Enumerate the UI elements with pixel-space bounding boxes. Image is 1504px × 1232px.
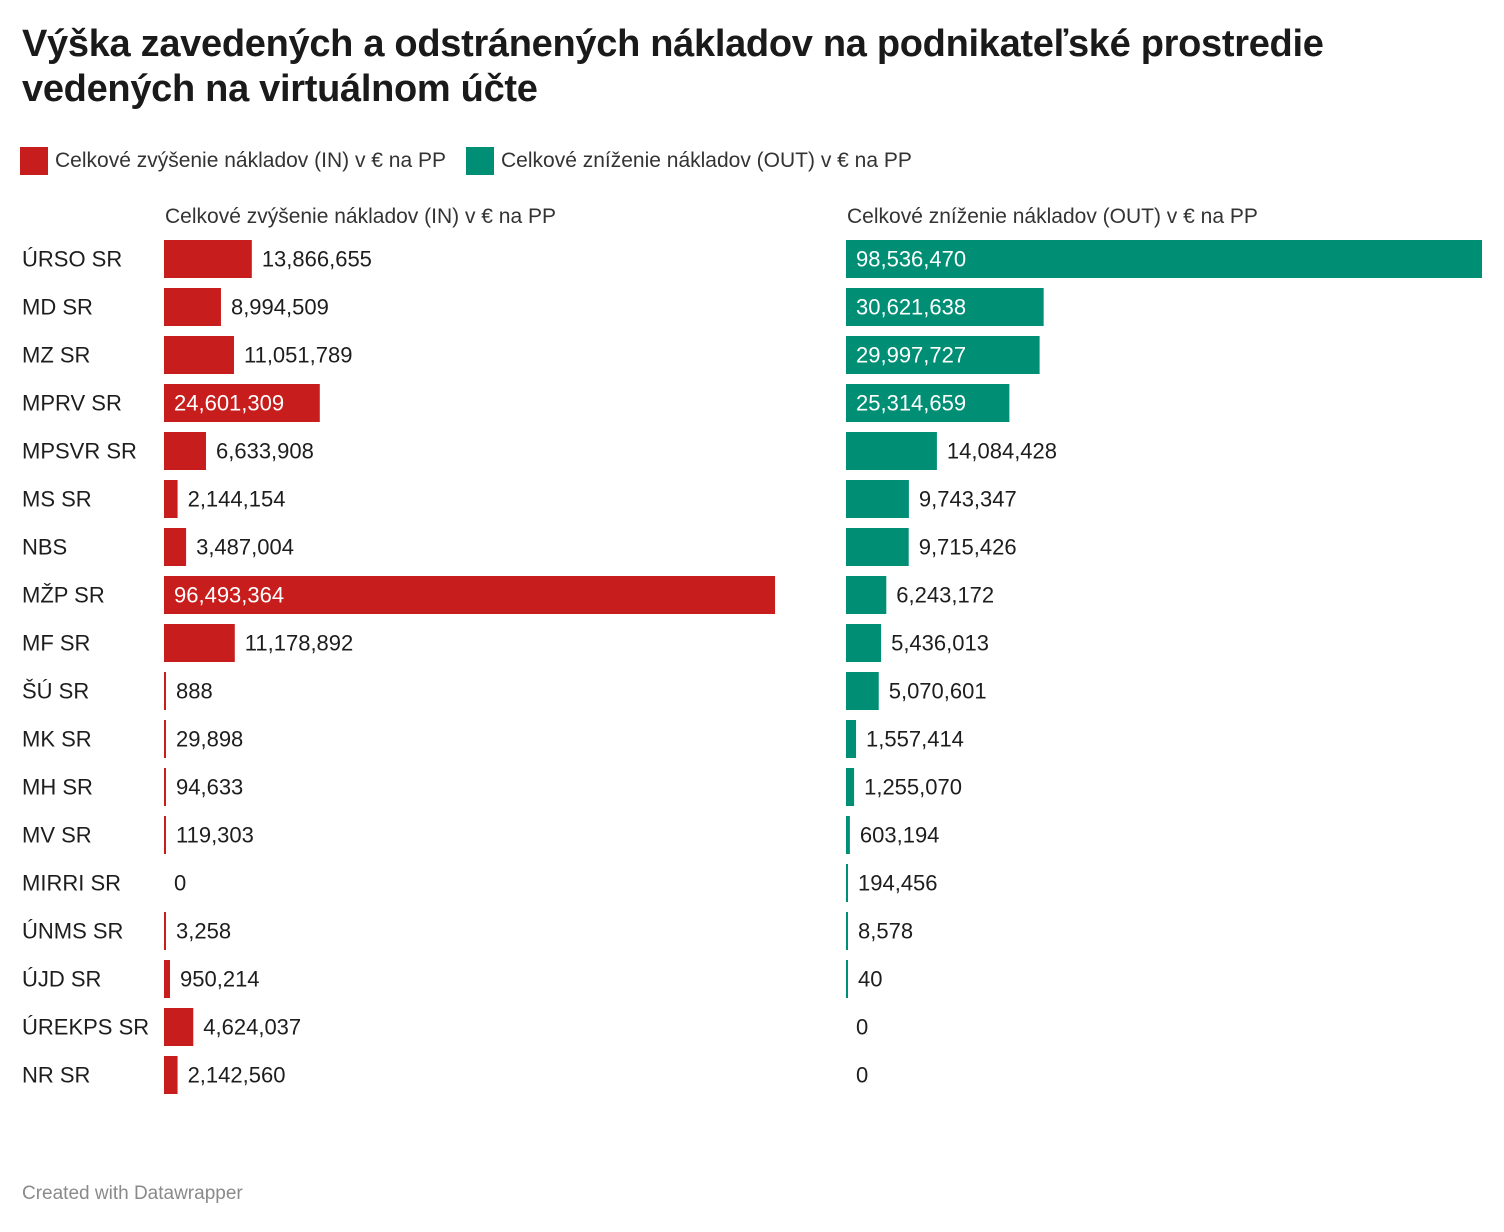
bar-out (846, 336, 1040, 374)
bar-out (846, 576, 887, 614)
data-label-out: 5,070,601 (889, 679, 987, 704)
bar-in (164, 960, 171, 998)
bar-out (846, 480, 909, 518)
bar-in (164, 1008, 194, 1046)
bar-chart: Celkové zvýšenie nákladov (IN) v € na PP… (22, 205, 1482, 1094)
bar-out (846, 864, 848, 902)
data-label-out: 9,743,347 (919, 487, 1017, 512)
data-label-out: 14,084,428 (947, 439, 1057, 464)
data-label-in: 119,303 (176, 823, 254, 848)
data-label-in: 11,178,892 (245, 631, 353, 656)
bar-in (164, 240, 252, 278)
data-label-in: 2,144,154 (188, 487, 286, 512)
data-label-out: 603,194 (860, 823, 940, 848)
data-label-in: 11,051,789 (244, 343, 352, 368)
bar-out (846, 768, 855, 806)
data-label-out: 8,578 (858, 919, 913, 944)
category-label: MD SR (22, 295, 93, 320)
data-label-in: 0 (174, 871, 186, 896)
bar-out (846, 624, 882, 662)
legend: Celkové zvýšenie nákladov (IN) v € na PP… (20, 145, 932, 177)
data-label-out: 1,255,070 (864, 775, 962, 800)
category-label: NBS (22, 535, 67, 560)
data-label-in: 4,624,037 (203, 1015, 301, 1040)
category-label: MPRV SR (22, 391, 122, 416)
data-label-in: 2,142,560 (188, 1063, 286, 1088)
bar-in (164, 528, 187, 566)
legend-item-in: Celkové zvýšenie nákladov (IN) v € na PP (20, 147, 446, 175)
category-label: ŠÚ SR (22, 679, 89, 704)
category-label: ÚNMS SR (22, 919, 123, 944)
bar-in (164, 720, 166, 758)
category-label: MZ SR (22, 343, 90, 368)
data-label-out: 98,536,470 (856, 247, 966, 272)
data-label-out: 9,715,426 (919, 535, 1017, 560)
bar-in (164, 384, 320, 422)
bar-in (164, 336, 234, 374)
bar-in (164, 576, 776, 614)
data-label-in: 888 (176, 679, 213, 704)
category-label: MV SR (22, 823, 92, 848)
bar-in (164, 1056, 178, 1094)
category-label: MH SR (22, 775, 93, 800)
legend-swatch-out (466, 147, 495, 175)
data-label-in: 24,601,309 (174, 391, 284, 416)
category-label: MF SR (22, 631, 90, 656)
bar-out (846, 288, 1044, 326)
legend-label-in: Celkové zvýšenie nákladov (IN) v € na PP (55, 149, 447, 172)
bar-out (846, 816, 850, 854)
bar-out (846, 720, 857, 758)
credit-footer: Created with Datawrapper (22, 1183, 243, 1204)
category-label: MPSVR SR (22, 439, 137, 464)
bar-out (846, 912, 848, 950)
bar-in (164, 768, 166, 806)
column-header-in: Celkové zvýšenie nákladov (IN) v € na PP (165, 205, 556, 228)
category-label: NR SR (22, 1063, 90, 1088)
category-label: MK SR (22, 727, 92, 752)
bar-in (164, 432, 207, 470)
data-label-out: 1,557,414 (866, 727, 964, 752)
data-label-out: 0 (856, 1015, 868, 1040)
data-label-out: 6,243,172 (896, 583, 994, 608)
legend-label-out: Celkové zníženie nákladov (OUT) v € na P… (501, 149, 912, 172)
data-label-out: 0 (856, 1063, 868, 1088)
data-label-in: 96,493,364 (174, 583, 284, 608)
data-label-out: 40 (858, 967, 882, 992)
bar-out (846, 240, 1482, 278)
category-label: MŽP SR (22, 583, 105, 608)
data-label-out: 5,436,013 (891, 631, 989, 656)
bar-out (846, 528, 909, 566)
legend-item-out: Celkové zníženie nákladov (OUT) v € na P… (466, 147, 912, 175)
bar-in (164, 480, 178, 518)
data-label-in: 94,633 (176, 775, 243, 800)
data-label-in: 13,866,655 (262, 247, 372, 272)
bar-in (164, 288, 221, 326)
bar-out (846, 960, 848, 998)
bar-in (164, 672, 166, 710)
column-header-out: Celkové zníženie nákladov (OUT) v € na P… (847, 205, 1258, 228)
bar-out (846, 432, 937, 470)
bar-in (164, 912, 166, 950)
data-label-in: 950,214 (180, 967, 260, 992)
chart-title: Výška zavedených a odstránených nákladov… (22, 23, 1324, 110)
data-label-in: 29,898 (176, 727, 243, 752)
data-label-in: 3,487,004 (196, 535, 294, 560)
data-label-out: 25,314,659 (856, 391, 966, 416)
bar-out (846, 384, 1010, 422)
category-label: MS SR (22, 487, 92, 512)
data-label-in: 6,633,908 (216, 439, 314, 464)
category-label: ÚRSO SR (22, 247, 122, 272)
category-label: MIRRI SR (22, 871, 121, 896)
bar-in (164, 816, 166, 854)
data-label-in: 3,258 (176, 919, 231, 944)
bar-in (164, 624, 235, 662)
data-label-out: 30,621,638 (856, 295, 966, 320)
legend-swatch-in (20, 147, 48, 175)
data-label-out: 194,456 (858, 871, 938, 896)
data-label-in: 8,994,509 (231, 295, 329, 320)
data-label-out: 29,997,727 (856, 343, 966, 368)
category-label: ÚREKPS SR (22, 1015, 149, 1040)
bar-out (846, 672, 879, 710)
category-label: ÚJD SR (22, 967, 101, 992)
